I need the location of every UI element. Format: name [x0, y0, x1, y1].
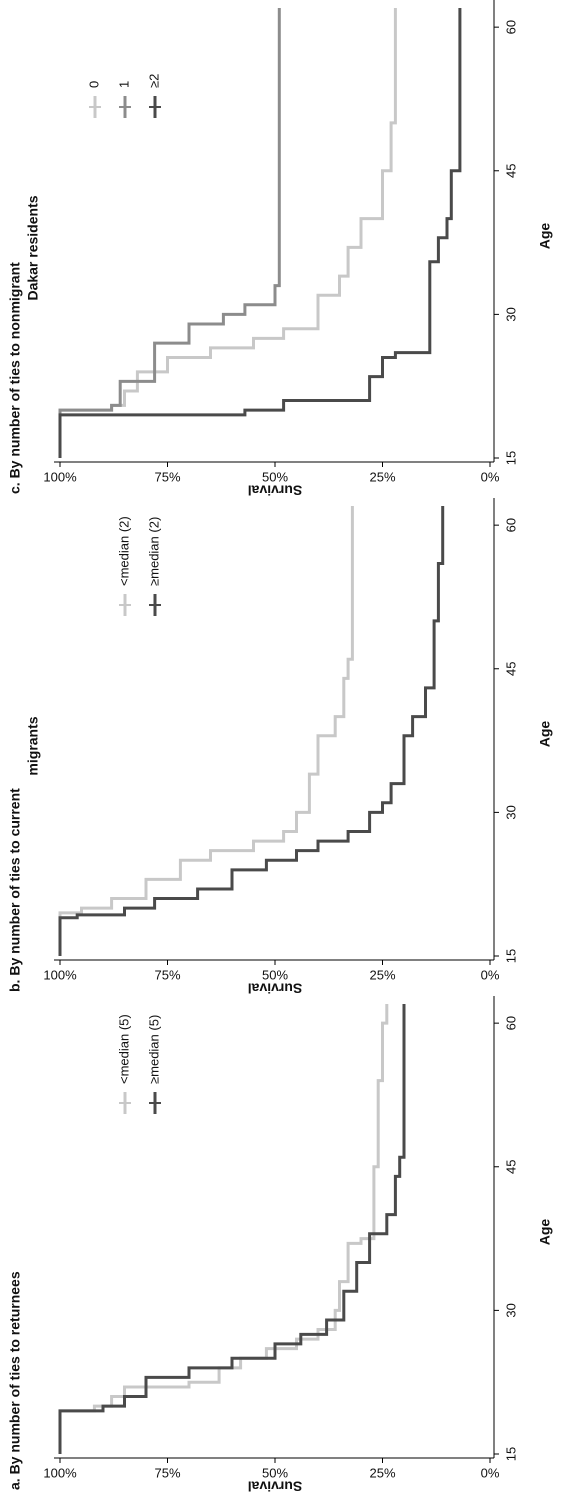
- x-tick-label: 15: [503, 451, 518, 465]
- survival-line: [58, 8, 281, 458]
- panel: c. By number of ties to nonmigrantDakar …: [7, 0, 553, 498]
- x-axis-label: Age: [537, 721, 553, 748]
- legend-label: <median (5): [116, 1014, 131, 1084]
- y-tick-label: 100%: [43, 1465, 77, 1480]
- y-tick-label: 25%: [369, 1465, 395, 1480]
- y-axis-label: Survival: [248, 1478, 302, 1494]
- y-tick-label: 100%: [43, 967, 77, 982]
- legend-label: <median (2): [116, 516, 131, 586]
- survival-line: [58, 8, 397, 458]
- y-tick-label: 50%: [262, 1465, 288, 1480]
- x-tick-label: 45: [503, 662, 518, 676]
- survival-line: [58, 1004, 406, 1454]
- survival-line: [58, 8, 462, 458]
- y-axis-label: Survival: [248, 980, 302, 996]
- y-tick-label: 50%: [262, 469, 288, 484]
- x-tick-label: 15: [503, 949, 518, 963]
- x-axis-label: Age: [537, 223, 553, 250]
- x-tick-label: 15: [503, 1447, 518, 1461]
- x-tick-label: 60: [503, 518, 518, 532]
- x-tick-label: 45: [503, 164, 518, 178]
- legend-label: ≥median (2): [146, 517, 161, 586]
- chart-title: Dakar residents: [25, 195, 41, 300]
- x-tick-label: 60: [503, 1016, 518, 1030]
- legend-label: 1: [116, 81, 131, 88]
- x-tick-label: 30: [503, 307, 518, 321]
- y-tick-label: 50%: [262, 967, 288, 982]
- chart-title: migrants: [25, 716, 41, 775]
- y-tick-label: 75%: [154, 967, 180, 982]
- y-tick-label: 100%: [43, 469, 77, 484]
- legend-label: ≥2: [146, 74, 161, 88]
- x-tick-label: 30: [503, 1303, 518, 1317]
- survival-line: [58, 506, 354, 956]
- y-tick-label: 25%: [369, 967, 395, 982]
- y-tick-label: 75%: [154, 469, 180, 484]
- y-axis-label: Survival: [248, 482, 302, 498]
- x-tick-label: 60: [503, 20, 518, 34]
- chart-title: a. By number of ties to returnees: [7, 1271, 23, 1490]
- legend-label: 0: [86, 81, 101, 88]
- y-tick-label: 25%: [369, 469, 395, 484]
- x-tick-label: 30: [503, 805, 518, 819]
- chart-title: c. By number of ties to nonmigrant: [7, 262, 23, 494]
- rotated-figure: a. By number of ties to returnees 0% 25% 50…: [7, 0, 553, 1494]
- y-tick-label: 0%: [481, 1465, 500, 1480]
- y-tick-label: 0%: [481, 469, 500, 484]
- legend-label: ≥median (5): [146, 1015, 161, 1084]
- panel: a. By number of ties to returnees 0% 25% 50…: [7, 996, 553, 1494]
- x-axis-label: Age: [537, 1219, 553, 1246]
- x-tick-label: 45: [503, 1160, 518, 1174]
- y-tick-label: 0%: [481, 967, 500, 982]
- survival-line: [58, 506, 445, 956]
- chart-title: b. By number of ties to current: [7, 788, 23, 992]
- y-tick-label: 75%: [154, 1465, 180, 1480]
- survival-line: [58, 1004, 389, 1454]
